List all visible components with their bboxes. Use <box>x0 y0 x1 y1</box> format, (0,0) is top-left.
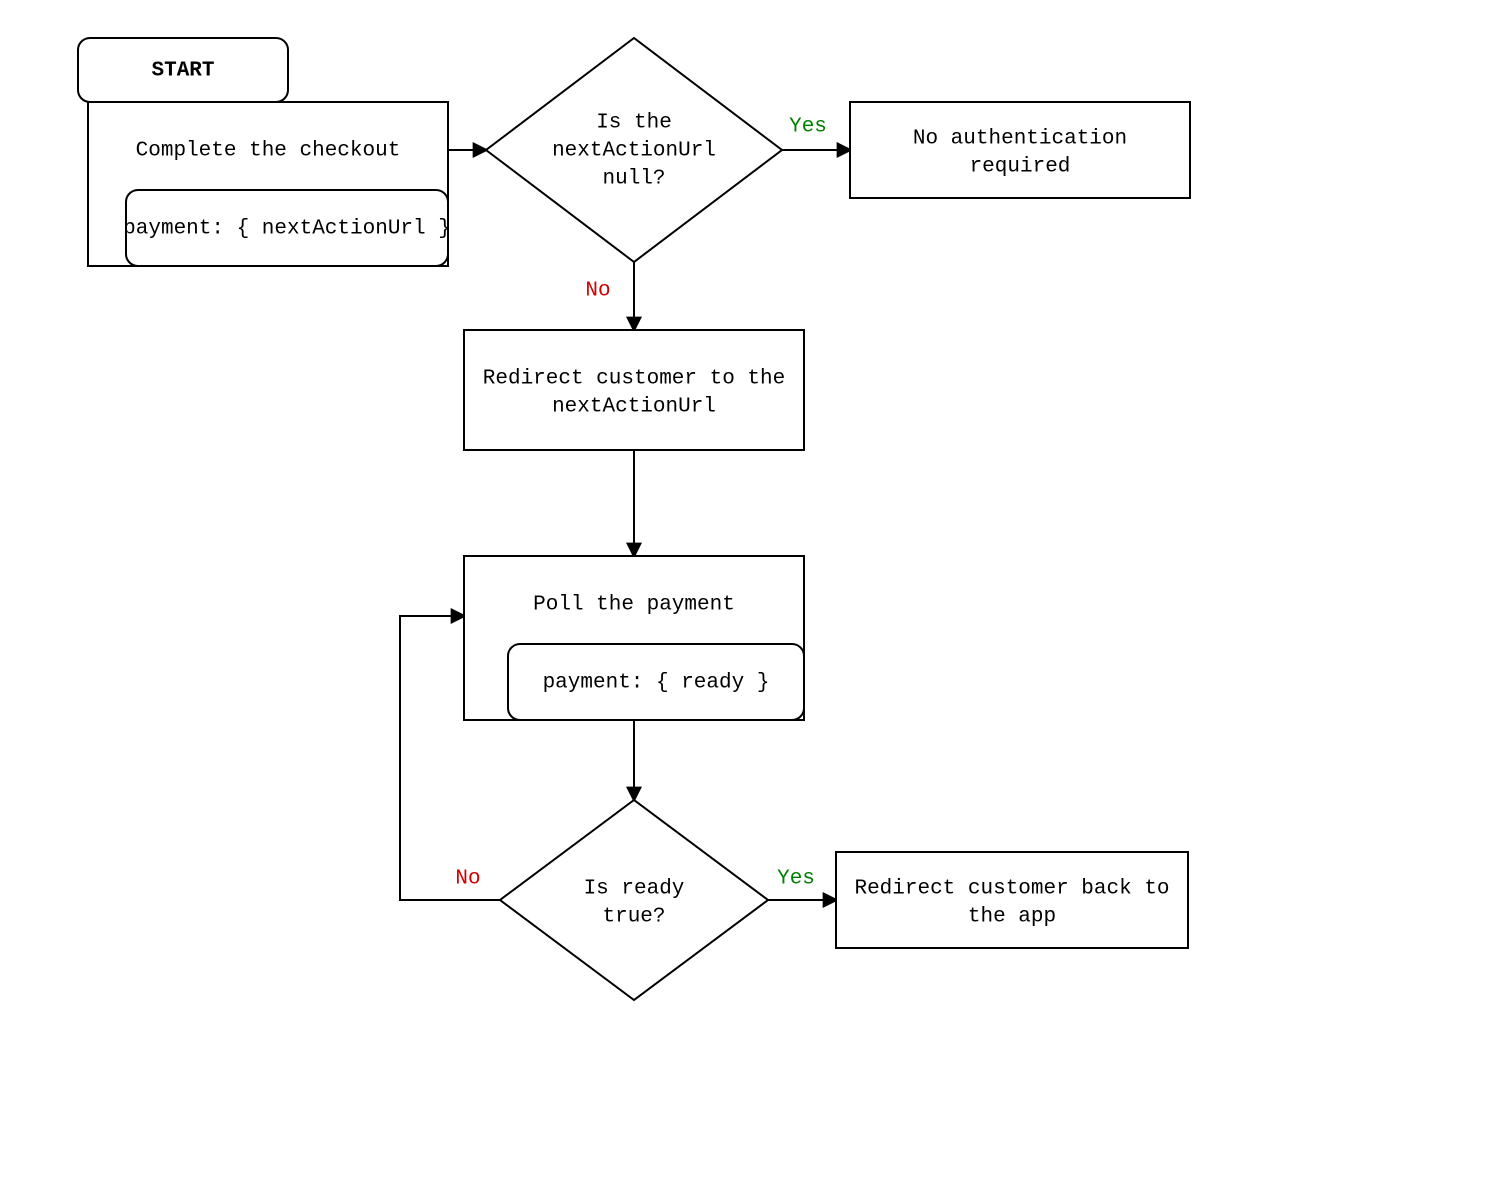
node-no-auth-line2: required <box>970 156 1071 179</box>
node-is-ready-line2: true? <box>602 906 665 929</box>
node-start: START <box>78 38 288 102</box>
node-is-null-line2: nextActionUrl <box>552 140 716 163</box>
node-is-null: Is the nextActionUrl null? <box>486 38 782 262</box>
node-redirect-app-line1: Redirect customer back to <box>854 878 1169 901</box>
node-start-label: START <box>151 60 214 83</box>
node-redirect-line1: Redirect customer to the <box>483 368 785 391</box>
edge-label-no-2: No <box>455 868 480 891</box>
edge-label-yes-2: Yes <box>777 868 815 891</box>
node-redirect-app: Redirect customer back to the app <box>836 852 1188 948</box>
node-checkout-sub-label: payment: { nextActionUrl } <box>123 218 451 241</box>
node-checkout-label: Complete the checkout <box>136 140 401 163</box>
edge-label-no-1: No <box>585 280 610 303</box>
edge-label-yes-1: Yes <box>789 116 827 139</box>
node-poll-label: Poll the payment <box>533 594 735 617</box>
node-is-ready: Is ready true? <box>500 800 768 1000</box>
node-is-ready-line1: Is ready <box>584 878 685 901</box>
node-poll: Poll the payment payment: { ready } <box>464 556 804 720</box>
node-redirect-line2: nextActionUrl <box>552 396 716 419</box>
node-redirect: Redirect customer to the nextActionUrl <box>464 330 804 450</box>
node-checkout: Complete the checkout payment: { nextAct… <box>88 102 451 266</box>
node-poll-sub-label: payment: { ready } <box>543 672 770 695</box>
node-is-null-line1: Is the <box>596 112 672 135</box>
node-no-auth-line1: No authentication <box>913 128 1127 151</box>
node-redirect-app-line2: the app <box>968 906 1056 929</box>
flowchart-canvas: Yes No Yes No START Complete the checkou… <box>0 0 1511 1196</box>
node-is-null-line3: null? <box>602 168 665 191</box>
node-no-auth: No authentication required <box>850 102 1190 198</box>
